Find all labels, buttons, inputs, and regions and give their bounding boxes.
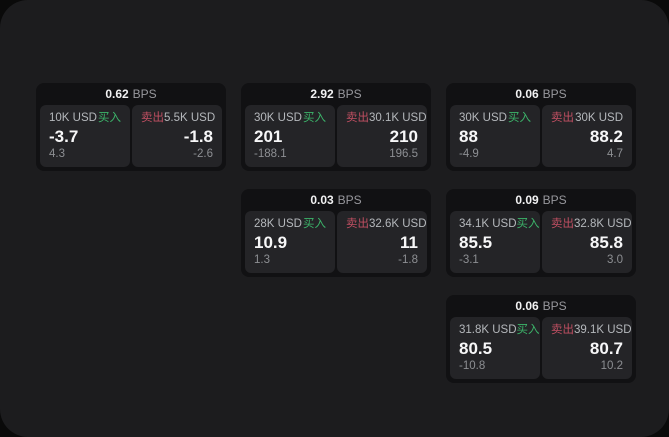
buy-delta: 4.3 bbox=[49, 148, 65, 160]
bps-header: 0.03 BPS bbox=[245, 189, 427, 211]
buy-delta: -188.1 bbox=[254, 148, 287, 160]
buy-delta: -4.9 bbox=[459, 148, 479, 160]
sell-delta: -1.8 bbox=[398, 254, 418, 266]
sell-price: 210 bbox=[389, 126, 418, 146]
bps-unit-label: BPS bbox=[542, 299, 567, 313]
sell-panel[interactable]: 卖出 30K USD 88.2 4.7 bbox=[542, 105, 632, 167]
buy-price: -3.7 bbox=[49, 126, 79, 146]
quote-card: 0.09 BPS 34.1K USD 买入 85.5 -3.1 卖出 32.8K… bbox=[446, 189, 636, 277]
sell-price: -1.8 bbox=[183, 126, 213, 146]
sell-label: 卖出 bbox=[346, 218, 369, 230]
bps-value: 0.06 bbox=[515, 299, 539, 313]
bps-header: 0.06 BPS bbox=[450, 295, 632, 317]
bps-header: 0.62 BPS bbox=[40, 83, 222, 105]
buy-label: 买入 bbox=[303, 218, 326, 230]
sell-delta: 196.5 bbox=[389, 148, 418, 160]
sell-panel[interactable]: 卖出 30.1K USD 210 196.5 bbox=[337, 105, 427, 167]
sell-delta: 4.7 bbox=[607, 148, 623, 160]
sell-price: 11 bbox=[400, 232, 418, 252]
sell-price: 88.2 bbox=[589, 126, 623, 146]
buy-label: 买入 bbox=[303, 112, 326, 124]
bps-unit-label: BPS bbox=[132, 87, 157, 101]
quote-card: 0.62 BPS 10K USD 买入 -3.7 4.3 卖出 5.5K USD… bbox=[36, 83, 226, 171]
bps-header: 2.92 BPS bbox=[245, 83, 427, 105]
buy-size: 30K USD bbox=[459, 112, 507, 124]
buy-panel[interactable]: 31.8K USD 买入 80.5 -10.8 bbox=[450, 317, 540, 379]
sell-delta: 3.0 bbox=[607, 254, 623, 266]
buy-price: 80.5 bbox=[459, 338, 493, 358]
sell-panel[interactable]: 卖出 32.6K USD 11 -1.8 bbox=[337, 211, 427, 273]
bps-value: 0.09 bbox=[515, 193, 539, 207]
buy-delta: -10.8 bbox=[459, 360, 486, 372]
buy-panel[interactable]: 30K USD 买入 201 -188.1 bbox=[245, 105, 335, 167]
sell-label: 卖出 bbox=[551, 112, 574, 124]
buy-size: 10K USD bbox=[49, 112, 97, 124]
buy-label: 买入 bbox=[508, 112, 531, 124]
bps-header: 0.06 BPS bbox=[450, 83, 632, 105]
bps-value: 0.62 bbox=[105, 87, 129, 101]
buy-label: 买入 bbox=[516, 324, 540, 336]
quote-card: 0.03 BPS 28K USD 买入 10.9 1.3 卖出 32.6K US… bbox=[241, 189, 431, 277]
sell-size: 5.5K USD bbox=[164, 112, 216, 124]
bps-unit-label: BPS bbox=[337, 193, 362, 207]
sell-delta: 10.2 bbox=[600, 360, 623, 372]
bps-unit-label: BPS bbox=[542, 193, 567, 207]
sell-label: 卖出 bbox=[551, 324, 574, 336]
bps-unit-label: BPS bbox=[542, 87, 567, 101]
quote-card: 0.06 BPS 30K USD 买入 88 -4.9 卖出 30K USD 8… bbox=[446, 83, 636, 171]
buy-price: 10.9 bbox=[254, 232, 288, 252]
bps-value: 0.03 bbox=[310, 193, 334, 207]
bps-value: 0.06 bbox=[515, 87, 539, 101]
buy-price: 201 bbox=[254, 126, 283, 146]
sell-panel[interactable]: 卖出 32.8K USD 85.8 3.0 bbox=[542, 211, 632, 273]
sell-size: 30.1K USD bbox=[369, 112, 427, 124]
sell-price: 85.8 bbox=[589, 232, 623, 252]
quote-card: 0.06 BPS 31.8K USD 买入 80.5 -10.8 卖出 39.1… bbox=[446, 295, 636, 383]
sell-label: 卖出 bbox=[346, 112, 369, 124]
buy-label: 买入 bbox=[516, 218, 540, 230]
buy-panel[interactable]: 30K USD 买入 88 -4.9 bbox=[450, 105, 540, 167]
buy-panel[interactable]: 10K USD 买入 -3.7 4.3 bbox=[40, 105, 130, 167]
buy-label: 买入 bbox=[98, 112, 121, 124]
buy-delta: 1.3 bbox=[254, 254, 270, 266]
sell-size: 32.6K USD bbox=[369, 218, 427, 230]
buy-delta: -3.1 bbox=[459, 254, 479, 266]
buy-size: 30K USD bbox=[254, 112, 302, 124]
buy-price: 85.5 bbox=[459, 232, 493, 252]
quote-board: 0.62 BPS 10K USD 买入 -3.7 4.3 卖出 5.5K USD… bbox=[36, 83, 636, 383]
buy-size: 34.1K USD bbox=[459, 218, 517, 230]
buy-size: 31.8K USD bbox=[459, 324, 517, 336]
buy-panel[interactable]: 34.1K USD 买入 85.5 -3.1 bbox=[450, 211, 540, 273]
sell-label: 卖出 bbox=[141, 112, 164, 124]
bps-value: 2.92 bbox=[310, 87, 334, 101]
bps-unit-label: BPS bbox=[337, 87, 362, 101]
sell-delta: -2.6 bbox=[193, 148, 213, 160]
buy-price: 88 bbox=[459, 126, 478, 146]
quote-card: 2.92 BPS 30K USD 买入 201 -188.1 卖出 30.1K … bbox=[241, 83, 431, 171]
sell-size: 32.8K USD bbox=[574, 218, 632, 230]
sell-size: 30K USD bbox=[575, 112, 623, 124]
sell-price: 80.7 bbox=[589, 338, 623, 358]
buy-size: 28K USD bbox=[254, 218, 302, 230]
buy-panel[interactable]: 28K USD 买入 10.9 1.3 bbox=[245, 211, 335, 273]
sell-label: 卖出 bbox=[551, 218, 574, 230]
sell-size: 39.1K USD bbox=[574, 324, 632, 336]
bps-header: 0.09 BPS bbox=[450, 189, 632, 211]
sell-panel[interactable]: 卖出 39.1K USD 80.7 10.2 bbox=[542, 317, 632, 379]
sell-panel[interactable]: 卖出 5.5K USD -1.8 -2.6 bbox=[132, 105, 222, 167]
